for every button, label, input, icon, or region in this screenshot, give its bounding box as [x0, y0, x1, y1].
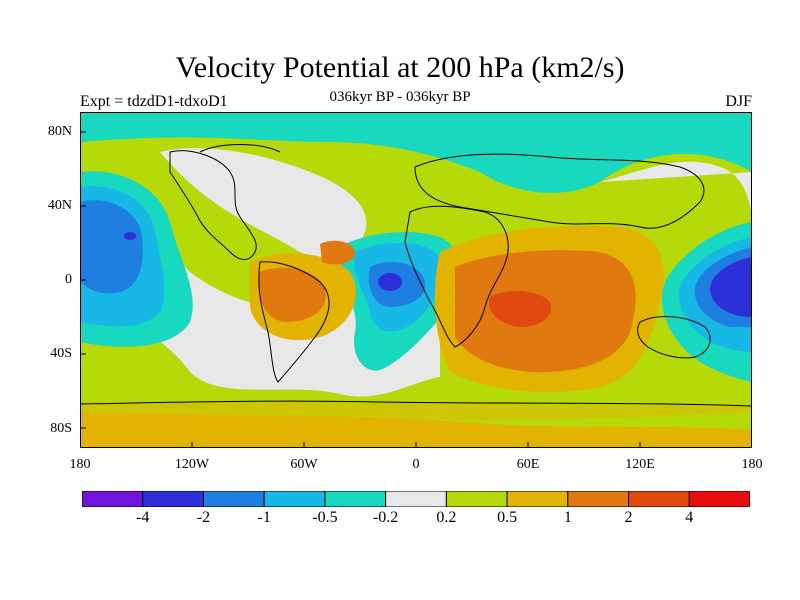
colorbar — [82, 491, 750, 507]
field-io-max — [489, 290, 551, 327]
lon-tick-0: 0 — [412, 457, 420, 472]
lon-tick-60e: 60E — [516, 457, 540, 472]
colorbar-label: -2 — [196, 509, 211, 526]
colorbar-label: -4 — [136, 509, 150, 526]
chart-subtitle: 036kyr BP - 036kyr BP — [329, 89, 471, 105]
lon-tick-60w: 60W — [290, 457, 318, 472]
field-wpac-min — [710, 257, 752, 317]
colorbar-label: 4 — [685, 509, 694, 526]
colorbar-swatch — [324, 491, 387, 507]
field-atlantic-min — [378, 273, 402, 291]
colorbar-label: 0.2 — [436, 509, 457, 526]
field-north-band — [80, 112, 752, 193]
field-neutral-ne — [600, 161, 752, 222]
velocity-potential-map — [80, 112, 752, 448]
colorbar-label: 1 — [563, 509, 572, 526]
colorbar-swatch — [628, 491, 690, 507]
lon-tick-180w: 180 — [69, 457, 91, 472]
colorbar-label: 0.5 — [497, 509, 518, 526]
colorbar-label: -1 — [257, 509, 271, 526]
colorbar-swatch — [385, 491, 447, 507]
colorbar-swatch — [142, 491, 204, 507]
field-south-transition — [80, 401, 752, 420]
colorbar-swatch — [202, 491, 265, 507]
field-neutral-na — [160, 148, 367, 259]
chart-title: Velocity Potential at 200 hPa (km2/s) — [175, 51, 625, 84]
coast-australia — [637, 316, 711, 359]
colorbar-swatch — [567, 491, 630, 507]
season-label: DJF — [725, 93, 752, 110]
field-south-positive — [80, 412, 752, 448]
lon-tick-120w: 120W — [174, 457, 210, 472]
field-sa-orange — [258, 267, 326, 322]
colorbar-swatch — [688, 491, 750, 507]
lat-tick-40n: 40N — [47, 198, 72, 213]
colorbar-label: 2 — [624, 509, 633, 526]
coast-south-america — [258, 261, 330, 383]
lat-tick-40s: 40S — [50, 346, 72, 361]
coast-africa — [404, 205, 509, 348]
colorbar-swatch — [82, 491, 144, 507]
experiment-label: Expt = tdzdD1-tdxoD1 — [80, 93, 228, 110]
lat-tick-0: 0 — [65, 272, 72, 287]
lon-tick-180e: 180 — [741, 457, 763, 472]
axis-ticks — [80, 131, 641, 448]
coast-greenland — [199, 144, 281, 153]
coast-north-america — [169, 150, 257, 260]
colorbar-swatch — [506, 491, 569, 507]
colorbar-label: -0.5 — [312, 509, 338, 526]
colorbar-swatch — [263, 491, 326, 507]
colorbar-label: -0.2 — [372, 509, 399, 526]
lon-tick-120e: 120E — [625, 457, 655, 472]
field-nsa-orange — [320, 240, 355, 265]
coast-eurasia — [414, 153, 705, 229]
coastlines — [80, 144, 752, 407]
coast-antarctica — [80, 400, 752, 407]
field-pacific-min — [124, 232, 136, 240]
colorbar-swatch — [445, 491, 508, 507]
lat-tick-80s: 80S — [50, 421, 72, 436]
lat-tick-80n: 80N — [47, 124, 72, 139]
field-pacific-blue — [80, 200, 143, 294]
